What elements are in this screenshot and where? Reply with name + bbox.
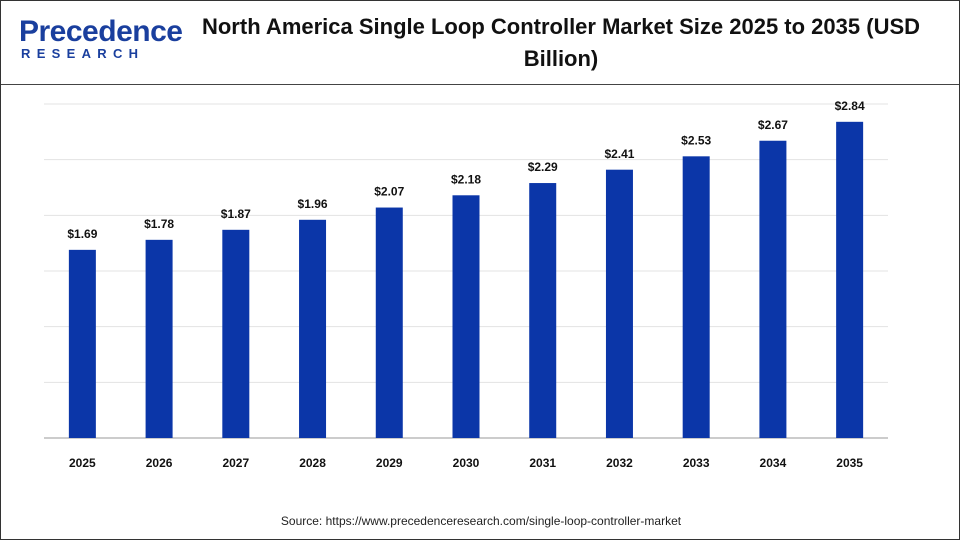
x-tick-label: 2028 (299, 456, 326, 470)
bar (145, 239, 173, 438)
x-tick-label: 2035 (836, 456, 863, 470)
source: Source: https://www.precedenceresearch.c… (281, 514, 682, 528)
bar (529, 183, 557, 438)
data-label: $2.07 (374, 185, 404, 199)
x-tick-label: 2033 (683, 456, 710, 470)
data-label: $2.67 (758, 118, 788, 132)
data-label: $1.96 (298, 197, 328, 211)
bar (682, 156, 710, 438)
header-separator (1, 84, 959, 85)
x-tick-label: 2030 (453, 456, 480, 470)
x-tick-label: 2029 (376, 456, 403, 470)
data-label: $1.78 (144, 217, 174, 231)
logo-tagline: RESEARCH (21, 46, 145, 61)
bar (605, 169, 633, 439)
bar (375, 207, 403, 438)
x-tick-label: 2026 (146, 456, 173, 470)
x-tick-label: 2027 (222, 456, 249, 470)
bar (68, 249, 96, 438)
x-tick-label: 2032 (606, 456, 633, 470)
data-label: $2.53 (681, 133, 711, 147)
x-tick-label: 2025 (69, 456, 96, 470)
bar (452, 195, 480, 438)
data-label: $2.29 (528, 160, 558, 174)
data-label: $1.69 (67, 227, 97, 241)
x-tick-label: 2034 (760, 456, 787, 470)
bar (759, 140, 787, 439)
bar (222, 229, 250, 438)
data-label: $1.87 (221, 207, 251, 221)
logo-name: Precedence (19, 15, 183, 48)
data-label: $2.41 (604, 147, 634, 161)
data-label: $2.84 (835, 99, 865, 113)
x-tick-label: 2031 (529, 456, 556, 470)
bar (836, 121, 864, 439)
bar (299, 219, 327, 438)
chart-title: North America Single Loop Controller Mar… (201, 14, 921, 71)
data-label: $2.18 (451, 172, 481, 186)
